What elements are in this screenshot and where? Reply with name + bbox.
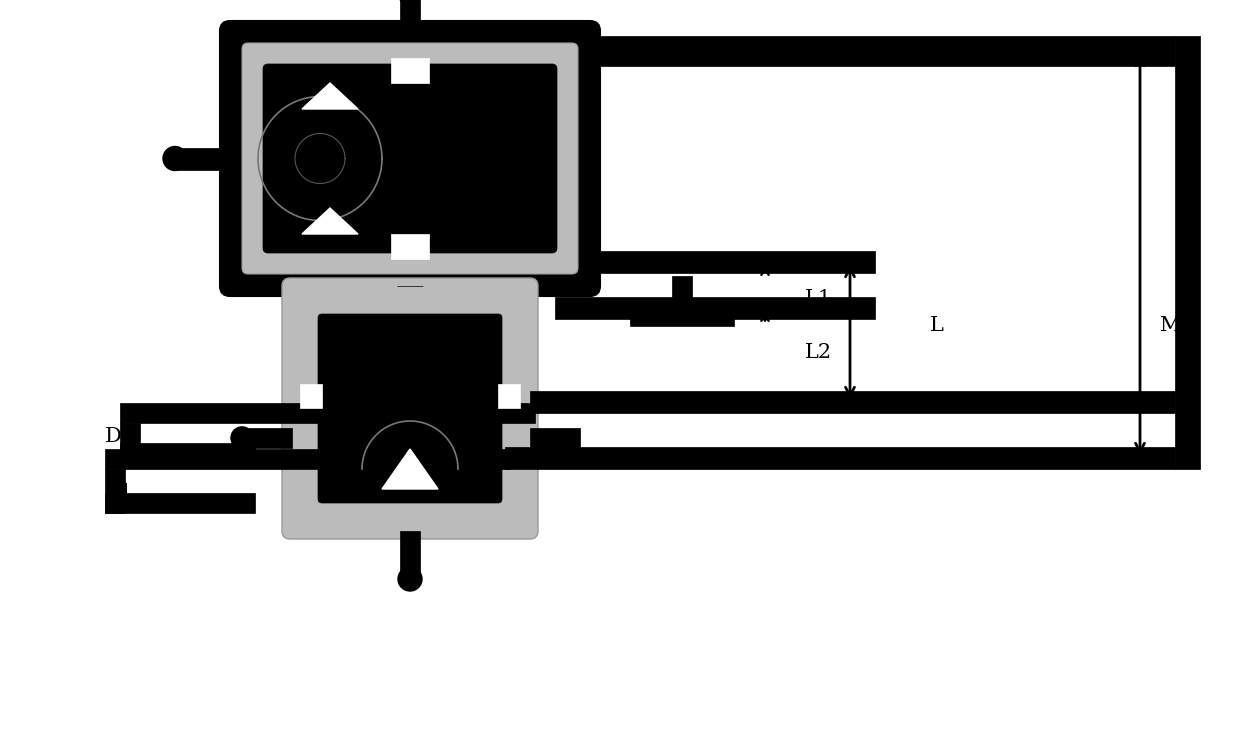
Bar xyxy=(300,385,322,408)
Bar xyxy=(672,276,693,308)
Bar xyxy=(1175,36,1201,469)
FancyBboxPatch shape xyxy=(263,64,558,253)
Text: L1: L1 xyxy=(805,290,833,308)
Text: D: D xyxy=(105,427,121,445)
Text: B1: B1 xyxy=(105,483,134,502)
Bar xyxy=(120,443,255,463)
Bar xyxy=(400,531,420,579)
Text: M: M xyxy=(1160,316,1181,336)
FancyBboxPatch shape xyxy=(242,43,579,274)
Bar xyxy=(530,428,580,448)
FancyBboxPatch shape xyxy=(221,21,600,296)
Bar xyxy=(530,391,1175,413)
Polygon shape xyxy=(382,449,439,489)
Bar xyxy=(400,0,420,31)
Circle shape xyxy=(164,147,187,170)
FancyBboxPatch shape xyxy=(318,314,502,503)
Circle shape xyxy=(398,0,422,5)
Circle shape xyxy=(230,427,253,449)
Bar xyxy=(120,403,535,423)
Bar xyxy=(555,297,875,319)
Bar xyxy=(498,385,520,408)
Bar xyxy=(105,493,255,513)
Bar xyxy=(105,449,510,469)
Text: L2: L2 xyxy=(805,344,833,362)
Circle shape xyxy=(398,567,422,591)
FancyBboxPatch shape xyxy=(282,278,538,539)
Polygon shape xyxy=(302,83,358,109)
Bar xyxy=(585,36,1175,66)
Bar xyxy=(392,234,429,259)
Bar xyxy=(105,469,125,513)
Text: L: L xyxy=(930,316,944,336)
Bar xyxy=(629,308,733,326)
Bar xyxy=(242,428,292,448)
Bar xyxy=(392,58,429,83)
Polygon shape xyxy=(302,208,358,234)
Bar xyxy=(175,147,230,170)
Bar xyxy=(120,423,140,463)
Bar xyxy=(506,447,1175,469)
Bar xyxy=(555,251,875,273)
